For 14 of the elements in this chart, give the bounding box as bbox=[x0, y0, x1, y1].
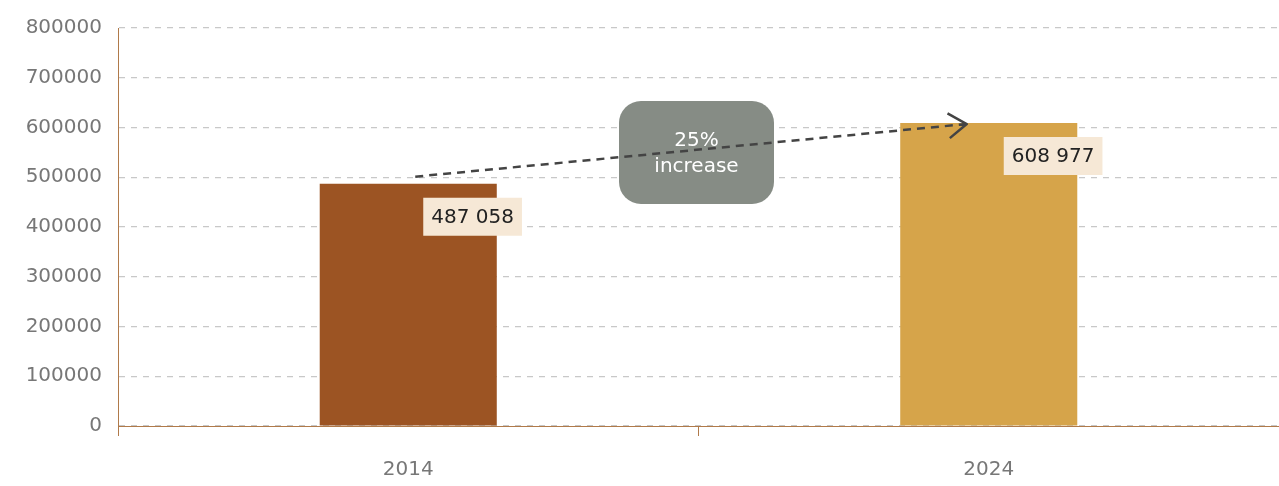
y-tick-label: 600000 bbox=[25, 113, 102, 138]
data-label: 487 058 bbox=[431, 203, 514, 228]
y-tick-label: 100000 bbox=[25, 362, 102, 387]
y-tick-label: 400000 bbox=[25, 213, 102, 238]
x-tick-label: 2014 bbox=[382, 456, 434, 481]
data-label: 608 977 bbox=[1011, 143, 1095, 168]
y-tick-label: 700000 bbox=[25, 63, 102, 88]
y-tick-label: 200000 bbox=[25, 312, 102, 337]
y-tick-label: 300000 bbox=[25, 262, 102, 287]
y-tick-label: 500000 bbox=[25, 163, 102, 188]
annotation: 25% increase bbox=[654, 127, 739, 177]
y-tick-label: 800000 bbox=[25, 14, 102, 39]
y-tick-label: 0 bbox=[89, 412, 102, 437]
x-tick-label: 2024 bbox=[963, 456, 1015, 481]
